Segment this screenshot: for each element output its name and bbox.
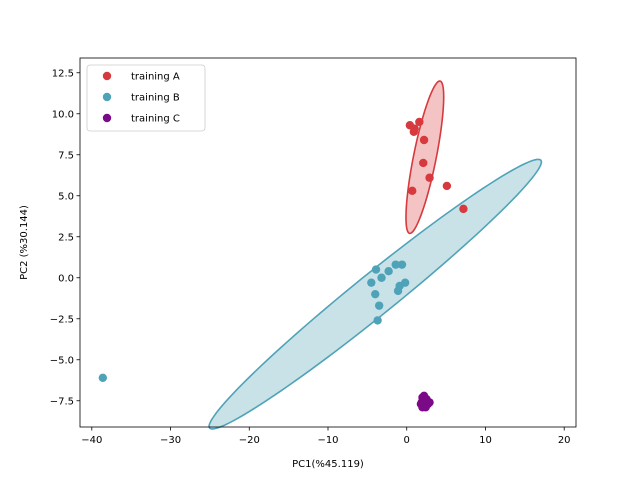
y-axis-ticks: −7.5 −5.0 −2.5 0.0 2.5 5.0 7.5 10.0 12.5	[50, 68, 80, 407]
y-tick-label: 10.0	[52, 109, 74, 120]
point-series-1-9	[393, 286, 403, 296]
legend: training A training B training C	[86, 64, 206, 132]
x-tick-label: −30	[160, 435, 181, 446]
ellipse-series-0	[405, 80, 445, 235]
point-series-1-1	[367, 278, 376, 287]
y-tick-label: 12.5	[52, 68, 74, 79]
legend-label-0: training A	[131, 72, 180, 83]
x-tick-label: −10	[317, 435, 338, 446]
legend-box	[86, 64, 206, 132]
point-series-2-10	[418, 403, 427, 412]
x-axis-ticks: −40 −30 −20 −10 0 10 20	[81, 427, 571, 446]
legend-label-1: training B	[131, 93, 180, 104]
point-series-0-3	[415, 117, 424, 127]
point-series-0-9	[459, 204, 468, 214]
legend-label-2: training C	[131, 114, 180, 125]
confidence-ellipses	[208, 80, 543, 430]
x-tick-label: −20	[239, 435, 260, 446]
y-tick-label: −5.0	[50, 355, 74, 366]
point-series-1-3	[377, 273, 386, 282]
x-tick-label: 20	[558, 435, 571, 446]
x-tick-label: 10	[479, 435, 492, 446]
y-axis-label: PC2 (%30.144)	[19, 205, 30, 280]
point-series-0-8	[442, 181, 452, 191]
point-series-0-4	[419, 135, 429, 145]
data-points	[98, 117, 468, 412]
x-tick-label: −40	[81, 435, 102, 446]
point-series-1-2	[371, 265, 381, 274]
y-tick-label: 5.0	[58, 191, 74, 202]
point-series-1-11	[374, 301, 384, 310]
y-tick-label: −2.5	[50, 314, 74, 325]
legend-marker-0	[102, 71, 112, 81]
y-tick-label: 2.5	[58, 232, 74, 243]
legend-marker-1	[102, 92, 112, 102]
x-tick-label: 0	[404, 435, 410, 446]
legend-marker-2	[102, 113, 112, 123]
y-tick-label: 0.0	[58, 273, 74, 284]
x-axis-label: PC1(%45.119)	[292, 459, 364, 470]
point-series-1-4	[384, 267, 393, 276]
point-series-0-2	[409, 127, 419, 136]
point-series-1-5	[391, 260, 400, 269]
point-series-1-6	[397, 260, 407, 269]
point-series-0-6	[425, 173, 434, 182]
point-series-0-7	[408, 186, 417, 196]
point-series-1-10	[371, 289, 380, 299]
y-tick-label: 7.5	[58, 150, 74, 161]
point-series-1-12	[373, 316, 382, 325]
point-series-2-11	[425, 398, 434, 407]
point-series-1-0	[98, 373, 108, 382]
point-series-0-5	[419, 158, 428, 168]
y-tick-label: −7.5	[50, 396, 74, 407]
